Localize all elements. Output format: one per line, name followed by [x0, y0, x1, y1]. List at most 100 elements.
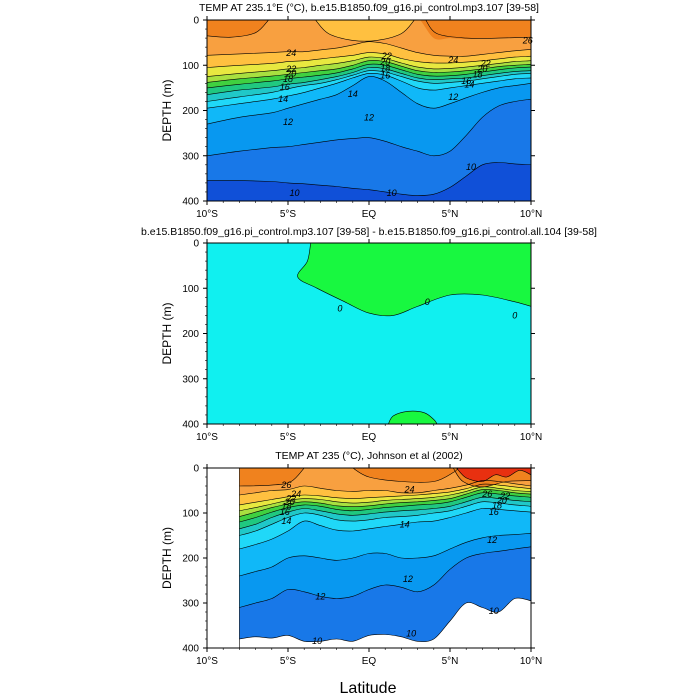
y-tick-label: 300 — [182, 151, 199, 162]
isotherm-14 — [207, 72, 531, 109]
contour-label: 12 — [487, 535, 497, 545]
band-equatorial-warm — [315, 20, 415, 42]
contour-label: 10 — [387, 188, 397, 198]
x-tick-label: 10°S — [196, 432, 218, 443]
y-tick-label: 200 — [182, 329, 199, 340]
contour-label: 20 — [379, 57, 390, 67]
y-tick-label: 400 — [182, 644, 199, 655]
x-tick-label: 5°S — [280, 656, 297, 667]
contour-label: 16 — [380, 71, 390, 81]
contour-label: 12 — [283, 117, 293, 127]
x-tick-label: 10°N — [520, 432, 542, 443]
isotherm-10 — [207, 162, 531, 196]
panel-title: b.e15.B1850.f09_g16.pi_control.mp3.107 [… — [141, 226, 597, 238]
isotherm-20 — [207, 60, 531, 83]
y-tick-label: 100 — [182, 509, 199, 520]
contour-label: 18 — [473, 69, 483, 79]
contour-label: 12 — [364, 112, 374, 122]
contour-label: 10 — [466, 162, 476, 172]
panel-1-contours — [207, 20, 531, 196]
contour-label: 24 — [290, 489, 301, 499]
band-26-west — [239, 468, 305, 486]
contour-label: 20 — [496, 495, 507, 505]
isotherm-26-west — [207, 20, 269, 38]
contour-label: 24 — [403, 485, 414, 495]
contour-label: 10 — [289, 188, 299, 198]
panel-2-bands — [207, 243, 531, 424]
x-tick-label: 5°N — [442, 656, 459, 667]
isotherm-26-east — [425, 20, 531, 39]
y-tick-label: 200 — [182, 554, 199, 565]
contour-label: 14 — [464, 79, 474, 89]
band-26-central — [352, 468, 459, 483]
panel-3-axes: 10°S 5°S EQ 5°N 10°N 0 100 200 300 400 DEPTH (m) — [160, 464, 542, 668]
y-tick-label: 100 — [182, 284, 199, 295]
contour-label: 0 — [512, 310, 517, 320]
contour-label: 12 — [403, 574, 413, 584]
y-axis-label: DEPTH (m) — [160, 80, 174, 142]
y-tick-label: 400 — [182, 420, 199, 431]
contour-label: 18 — [283, 74, 293, 84]
contour-zero — [297, 243, 531, 317]
contour-label: 24 — [447, 55, 458, 65]
isotherm-16 — [239, 496, 531, 530]
isotherm-15 — [239, 501, 531, 536]
contour-label: 14 — [281, 516, 291, 526]
contour-label: 16 — [280, 82, 290, 92]
contour-label: 18 — [492, 500, 502, 510]
isotherm-26-east — [452, 468, 531, 488]
panel-title: TEMP AT 235.1°E (°C), b.e15.B1850.f09_g1… — [199, 2, 539, 14]
x-tick-label: 5°N — [442, 209, 459, 220]
isotherm-18 — [207, 63, 531, 89]
contour-label: 18 — [380, 63, 390, 73]
y-tick-label: 300 — [182, 599, 199, 610]
contour-label: 16 — [489, 507, 499, 517]
panel-1-contour-labels: 2426242220181614122220181614122220181614… — [278, 35, 533, 197]
isotherm-15 — [207, 70, 531, 102]
isotherm-26-central — [352, 468, 459, 483]
isotherm-22 — [207, 56, 531, 77]
x-tick-label: 5°S — [280, 209, 297, 220]
isotherm-13 — [207, 76, 531, 125]
contour-label: 12 — [315, 591, 325, 601]
isotherm-16 — [207, 67, 531, 95]
isotherm-14 — [239, 508, 531, 550]
y-tick-label: 400 — [182, 197, 199, 208]
contour-label: 26 — [522, 35, 533, 45]
x-tick-label: EQ — [362, 209, 377, 220]
contour-label: 14 — [278, 94, 288, 104]
contour-label: 14 — [400, 519, 410, 529]
isotherm-24 — [239, 480, 531, 496]
contour-label: 20 — [476, 64, 487, 74]
y-tick-label: 200 — [182, 106, 199, 117]
contour-zero-deep — [388, 410, 438, 424]
x-tick-label: 10°S — [196, 209, 218, 220]
y-tick-label: 100 — [182, 61, 199, 72]
isotherm-12 — [239, 546, 531, 608]
contour-label: 26 — [481, 489, 492, 499]
x-axis-label: Latitude — [340, 680, 397, 697]
contour-label: 22 — [285, 64, 296, 74]
panel-difference: b.e15.B1850.f09_g16.pi_control.mp3.107 [… — [141, 226, 597, 238]
contour-label: 14 — [348, 89, 358, 99]
x-tick-label: 10°N — [520, 656, 542, 667]
contour-label: 20 — [285, 68, 296, 78]
panel-title: TEMP AT 235 (°C), Johnson et al (2002) — [275, 450, 462, 462]
x-tick-label: EQ — [362, 656, 377, 667]
panel-2-contours — [297, 243, 531, 424]
contour-label: 26 — [280, 480, 291, 490]
contour-label: 22 — [499, 491, 510, 501]
panel-3-contours — [239, 468, 531, 648]
y-axis-label: DEPTH (m) — [160, 303, 174, 365]
y-tick-label: 0 — [193, 239, 199, 250]
band-positive — [297, 243, 531, 316]
panel-observed-temperature: TEMP AT 235 (°C), Johnson et al (2002) — [275, 450, 462, 462]
panel-1-bands — [207, 20, 531, 201]
contour-label: 24 — [285, 48, 296, 58]
band-26-west — [207, 20, 269, 38]
contour-label: 16 — [280, 507, 290, 517]
x-tick-label: 5°S — [280, 432, 297, 443]
contour-label: 10 — [406, 629, 416, 639]
